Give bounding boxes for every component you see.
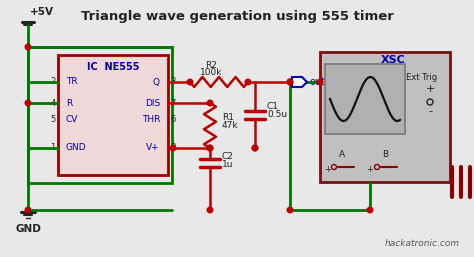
Text: 8: 8 [170, 143, 176, 152]
Circle shape [25, 100, 31, 106]
Text: A: A [339, 150, 345, 159]
Circle shape [170, 145, 176, 151]
Text: 1: 1 [50, 143, 55, 152]
Text: DIS: DIS [145, 98, 160, 107]
Text: 0.5u: 0.5u [267, 110, 287, 119]
Text: THR: THR [142, 115, 160, 124]
Circle shape [187, 79, 193, 85]
Text: B: B [382, 150, 388, 159]
Circle shape [317, 79, 323, 85]
Text: CV: CV [66, 115, 78, 124]
Circle shape [245, 79, 251, 85]
Text: hackatronic.com: hackatronic.com [385, 239, 460, 248]
Text: R2: R2 [205, 61, 217, 70]
Text: 100k: 100k [200, 68, 222, 77]
Circle shape [287, 207, 293, 213]
Text: R1: R1 [222, 113, 234, 122]
Text: C2: C2 [222, 152, 234, 161]
Text: +: + [425, 84, 435, 94]
Circle shape [207, 145, 213, 151]
Text: Triangle wave generation using 555 timer: Triangle wave generation using 555 timer [81, 10, 393, 23]
Circle shape [25, 207, 31, 213]
Text: output: output [310, 77, 342, 87]
Text: 3: 3 [170, 78, 176, 87]
Bar [58, 55, 168, 175]
Circle shape [207, 207, 213, 213]
Bar [325, 64, 405, 134]
Circle shape [207, 145, 213, 151]
Text: 2: 2 [50, 78, 55, 87]
Text: +5V: +5V [30, 7, 54, 17]
Circle shape [207, 100, 213, 106]
Circle shape [287, 79, 293, 85]
Text: GND: GND [66, 143, 87, 152]
Text: GND: GND [15, 224, 41, 234]
Text: Ext Trig: Ext Trig [406, 72, 438, 81]
Bar [320, 52, 450, 182]
Text: XSC: XSC [381, 55, 405, 65]
Circle shape [287, 79, 293, 85]
Circle shape [25, 44, 31, 50]
Text: C1: C1 [267, 102, 279, 111]
Circle shape [367, 207, 373, 213]
Text: 4: 4 [50, 98, 55, 107]
Text: IC  NE555: IC NE555 [87, 62, 139, 72]
Text: Q: Q [153, 78, 160, 87]
Text: +: + [366, 165, 374, 174]
Text: +: + [325, 165, 331, 174]
Text: 1u: 1u [222, 160, 234, 169]
Text: V+: V+ [146, 143, 160, 152]
Text: 7: 7 [170, 98, 176, 107]
Circle shape [252, 145, 258, 151]
Circle shape [252, 145, 258, 151]
Text: 6: 6 [170, 115, 176, 124]
Text: 5: 5 [50, 115, 55, 124]
Bar [28, 47, 172, 183]
Text: -: - [428, 106, 432, 116]
Text: TR: TR [66, 78, 78, 87]
Polygon shape [292, 77, 307, 87]
Text: 47k: 47k [222, 121, 238, 130]
Text: R: R [66, 98, 72, 107]
